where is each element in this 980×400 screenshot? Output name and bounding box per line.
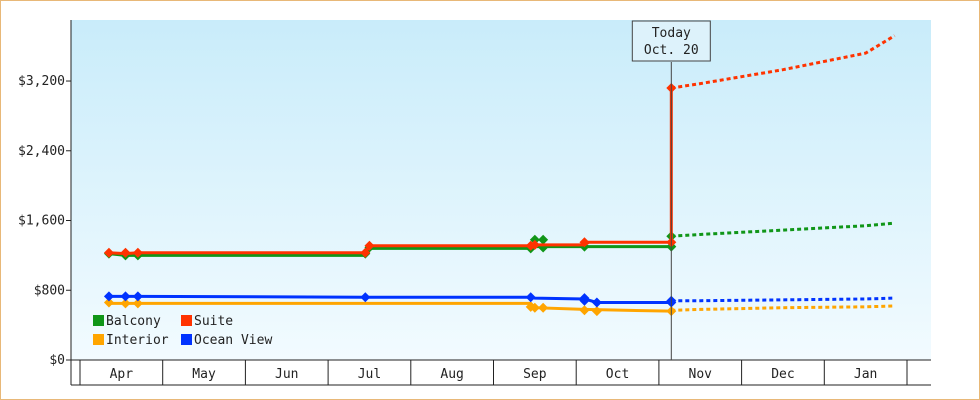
legend-swatch	[181, 315, 192, 326]
data-point[interactable]	[120, 247, 131, 258]
y-tick-label: $0	[49, 353, 65, 368]
series-projection-line	[671, 296, 895, 303]
x-tick-label: Apr	[110, 367, 134, 382]
data-point[interactable]	[103, 297, 114, 308]
legend-item-balcony[interactable]: Balcony	[93, 314, 161, 329]
y-tick-label: $1,600	[18, 214, 65, 229]
data-point[interactable]	[591, 297, 602, 308]
legend-item-ocean-view[interactable]: Ocean View	[181, 333, 272, 348]
data-point[interactable]	[132, 298, 143, 309]
x-tick-label: Dec	[771, 367, 794, 382]
data-point[interactable]	[132, 291, 143, 302]
today-date: Oct. 20	[644, 43, 699, 58]
data-point[interactable]	[591, 306, 602, 317]
y-tick-label: $2,400	[18, 144, 65, 159]
legend-label: Interior	[106, 333, 169, 348]
data-point[interactable]	[538, 302, 549, 313]
data-point[interactable]	[529, 302, 540, 313]
data-point[interactable]	[529, 234, 540, 245]
data-point[interactable]	[120, 291, 131, 302]
legend-item-interior[interactable]: Interior	[93, 333, 169, 348]
legend-swatch	[93, 334, 104, 345]
legend-label: Balcony	[106, 314, 161, 329]
series-projection-line	[671, 221, 895, 238]
x-tick-label: Nov	[689, 367, 713, 382]
x-tick-label: May	[192, 367, 216, 382]
x-tick-label: Aug	[440, 367, 463, 382]
x-tick-label: Jul	[358, 367, 381, 382]
data-point[interactable]	[579, 237, 590, 248]
data-point[interactable]	[364, 240, 375, 251]
data-point[interactable]	[529, 239, 540, 250]
data-point[interactable]	[103, 291, 114, 302]
data-point[interactable]	[103, 247, 114, 258]
data-point[interactable]	[579, 295, 590, 306]
data-point[interactable]	[132, 247, 143, 258]
series-ocean-view	[103, 291, 895, 308]
legend-swatch	[93, 315, 104, 326]
legend-item-suite[interactable]: Suite	[181, 314, 233, 329]
today-label-box	[631, 20, 711, 62]
y-tick-label: $3,200	[18, 74, 65, 89]
data-point[interactable]	[120, 298, 131, 309]
x-tick-label: Oct	[606, 367, 629, 382]
y-tick-label: $800	[34, 283, 65, 298]
data-point[interactable]	[360, 292, 371, 303]
data-point[interactable]	[360, 247, 371, 258]
x-tick-label: Jan	[854, 367, 877, 382]
series-projection-line	[671, 34, 896, 90]
data-point[interactable]	[538, 234, 549, 245]
data-point[interactable]	[579, 305, 590, 316]
legend-label: Ocean View	[194, 333, 272, 348]
data-point[interactable]	[525, 292, 536, 303]
series-projection-line	[671, 304, 895, 312]
legend-label: Suite	[194, 314, 233, 329]
plot-area	[71, 20, 931, 360]
today-label: Today	[652, 26, 691, 41]
legend-swatch	[181, 334, 192, 345]
x-tick-label: Jun	[275, 367, 298, 382]
x-tick-label: Sep	[523, 367, 547, 382]
series-interior	[103, 297, 895, 317]
